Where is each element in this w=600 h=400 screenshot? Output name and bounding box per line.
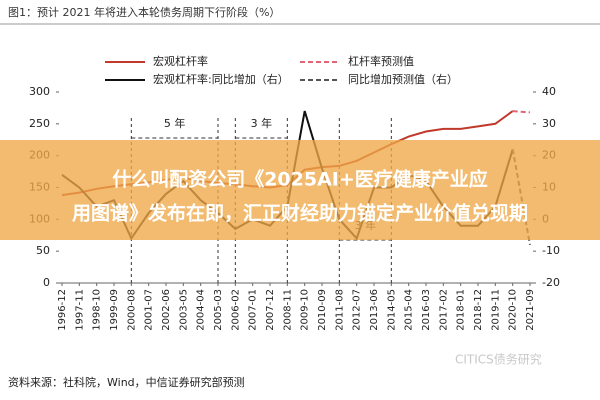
x-tick-label: 2002-06 (161, 289, 172, 331)
x-tick-label: 2021-09 (525, 289, 536, 331)
x-tick-label: 2018-01 (456, 289, 467, 331)
y2-tick-label: 40 (542, 85, 556, 98)
legend-label: 杠杆率预测值 (348, 54, 414, 68)
x-tick-label: 2014-05 (386, 289, 397, 331)
x-tick-label: 2020-10 (508, 289, 519, 331)
x-tick-label: 1997-11 (74, 289, 85, 331)
x-tick-label: 2013-06 (369, 289, 380, 331)
x-tick-label: 2018-12 (473, 289, 484, 331)
y2-tick-label: -10 (542, 244, 560, 257)
x-tick-label: 2007-01 (248, 289, 259, 331)
x-tick-label: 2001-07 (144, 289, 155, 331)
x-tick-label: 2005-03 (213, 289, 224, 331)
y-tick-label: 250 (29, 117, 50, 130)
y-tick-label: 0 (43, 276, 50, 289)
x-tick-label: 2009-10 (300, 289, 311, 331)
x-tick-label: 2017-02 (438, 289, 449, 331)
y2-tick-label: -20 (542, 276, 560, 289)
x-tick-label: 1996-12 (57, 289, 68, 331)
y2-tick-label: 30 (542, 117, 556, 130)
y-tick-label: 50 (36, 244, 50, 257)
x-tick-label: 2007-12 (265, 289, 276, 331)
legend-label: 同比增加预测值（右） (348, 72, 458, 86)
x-tick-label: 1998-10 (92, 289, 103, 331)
banner-text: 什么叫配资公司《2025AI+医疗健康产业应 (112, 168, 488, 191)
legend-label: 宏观杠杆率:同比增加（右） (153, 72, 289, 86)
x-tick-label: 2000-08 (126, 289, 137, 331)
cycle-label: 5 年 (164, 116, 186, 130)
x-tick-label: 2008-11 (282, 289, 293, 331)
x-tick-label: 2016-03 (421, 289, 432, 331)
legend-label: 宏观杠杆率 (153, 54, 208, 68)
x-tick-label: 2006-02 (230, 289, 241, 331)
banner-band (0, 140, 600, 240)
watermark: CITICS债务研究 (455, 352, 542, 367)
x-tick-label: 2019-11 (490, 289, 501, 331)
x-tick-label: 2012-07 (352, 289, 363, 331)
x-tick-label: 1999-09 (109, 289, 120, 331)
cycle-label: 3 年 (251, 116, 273, 130)
series-line (512, 110, 531, 114)
source: 资料来源：社科院，Wind，中信证券研究部预测 (8, 375, 245, 389)
y-tick-label: 300 (29, 85, 50, 98)
x-tick-label: 2004-04 (196, 289, 207, 331)
chart-title: 图1：预计 2021 年将进入本轮债务周期下行阶段（%） (8, 5, 280, 19)
x-tick-label: 2003-05 (178, 289, 189, 331)
x-tick-label: 2011-08 (334, 289, 345, 331)
x-tick-label: 2010-09 (317, 289, 328, 331)
banner-text: 用图谱》发布在即，汇正财经助力锚定产业价值兑现期 (72, 202, 528, 225)
x-tick-label: 2015-04 (404, 289, 415, 331)
